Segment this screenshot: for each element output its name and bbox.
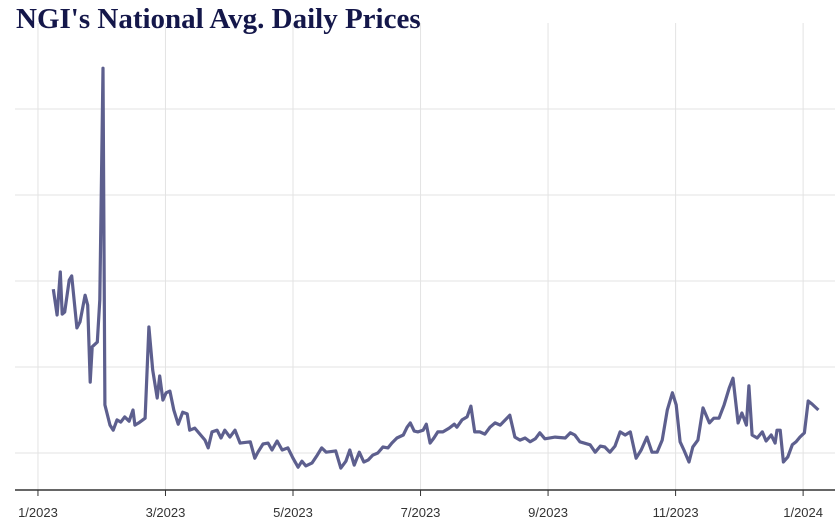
- x-tick-label: 11/2023: [653, 505, 699, 520]
- x-tick-label: 9/2023: [528, 505, 568, 520]
- x-tick-label: 1/2023: [18, 505, 58, 520]
- x-tick-label: 3/2023: [146, 505, 186, 520]
- x-tick-label: 1/2024: [783, 505, 823, 520]
- chart-title: NGI's National Avg. Daily Prices: [16, 3, 421, 35]
- x-tick-label: 7/2023: [401, 505, 441, 520]
- price-line: [51, 66, 820, 470]
- x-tick-label: 5/2023: [273, 505, 313, 520]
